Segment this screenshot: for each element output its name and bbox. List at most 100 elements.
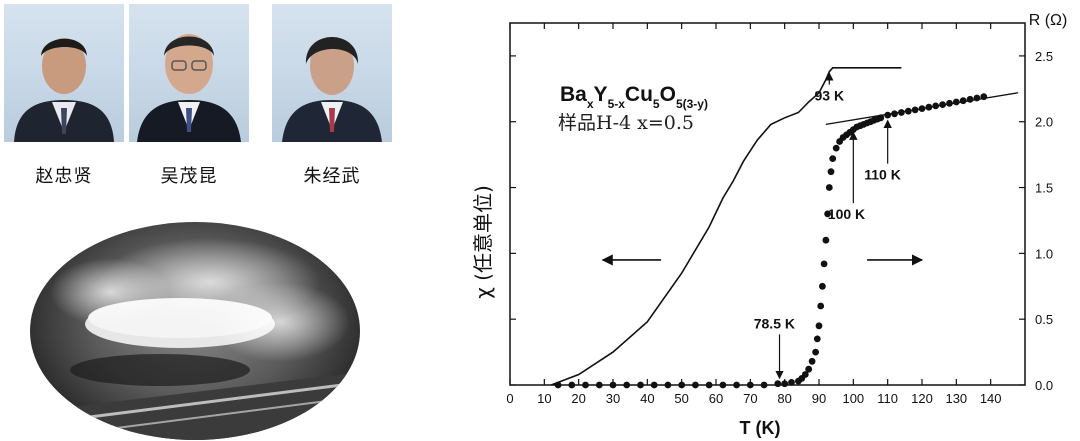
y-axis-right-label: R (Ω) [1029, 12, 1068, 29]
resistance-point [595, 381, 603, 389]
x-tick-label: 20 [571, 391, 585, 406]
annotation-label: 110 K [864, 167, 901, 183]
resistance-point [952, 98, 960, 106]
x-tick-label: 70 [743, 391, 757, 406]
x-tick-label: 0 [506, 391, 513, 406]
resistance-point [678, 381, 686, 389]
resistance-point [904, 107, 912, 115]
resistance-point [805, 365, 813, 373]
y-tick-label: 0.5 [1035, 312, 1053, 327]
resistance-point [623, 381, 631, 389]
resistance-point [966, 95, 974, 103]
resistance-point [788, 379, 795, 386]
x-tick-label: 120 [911, 391, 933, 406]
resistance-point [801, 371, 809, 378]
resistance-point [808, 357, 816, 365]
resistance-point [554, 381, 562, 389]
name-chu: 朱经武 [303, 166, 361, 187]
resistance-point [829, 155, 837, 163]
levitation-photo [30, 222, 360, 440]
resistance-point [877, 114, 885, 122]
formula-subscript-ba: x [587, 97, 594, 111]
chart: 0 10 20 30 40 50 60 70 80 90 100 110 120 130 140 0.0 0.… [471, 12, 1068, 438]
resistance-point [884, 111, 892, 119]
resistance-point [692, 381, 699, 389]
name-wu: 吴茂昆 [160, 166, 218, 187]
resistance-point [932, 102, 940, 110]
resistance-point [832, 144, 840, 152]
resistance-point [637, 381, 644, 389]
resistance-point [813, 335, 821, 343]
resistance-point [760, 381, 768, 389]
annotation-label: 100 K [828, 206, 865, 222]
resistance-point [959, 97, 967, 105]
resistance-point [925, 103, 933, 111]
resistance-point [980, 93, 988, 101]
resistance-point [820, 260, 828, 268]
resistance-point [946, 99, 953, 107]
resistance-point [568, 381, 576, 389]
x-tick-label: 140 [980, 391, 1002, 406]
portrait-chu [272, 4, 392, 142]
resistance-point [733, 381, 740, 389]
resistance-point [825, 184, 833, 191]
x-tick-label: 130 [945, 391, 967, 406]
portrait-photo-icon [14, 38, 114, 142]
annotation-label: 78.5 K [754, 315, 795, 331]
resistance-point [817, 302, 825, 310]
resistance-point [819, 282, 826, 290]
resistance-point [582, 381, 589, 389]
x-tick-label: 40 [640, 391, 654, 406]
susceptibility-curve [550, 67, 902, 386]
y-tick-label: 1.5 [1035, 181, 1053, 196]
resistance-point [822, 236, 830, 244]
y-tick-label: 2.5 [1035, 49, 1053, 64]
x-tick-label: 80 [777, 391, 791, 406]
formula-element-o: O [660, 83, 676, 106]
name-zhao: 赵忠贤 [35, 166, 93, 187]
resistance-point [939, 101, 946, 108]
resistance-point [812, 348, 819, 356]
resistance-point [609, 381, 617, 389]
formula-element-cu: Cu [625, 83, 653, 106]
resistance-point [746, 381, 754, 389]
x-tick-label: 110 [877, 391, 898, 406]
resistance-point [911, 106, 919, 114]
resistance-point [781, 380, 789, 388]
portrait-wu [129, 4, 249, 142]
formula-subscript-o: 5(3-y) [676, 97, 708, 111]
resistance-point [664, 381, 672, 389]
resistance-point [827, 168, 835, 176]
resistance-point [815, 322, 823, 330]
formula-element-ba: Ba [560, 83, 587, 106]
portrait-photo-icon [282, 37, 382, 142]
resistance-point [973, 94, 981, 102]
x-tick-label: 10 [537, 391, 551, 406]
portrait-zhao [4, 4, 124, 142]
formula-subscript-y: 5-x [608, 97, 626, 111]
resistance-point [824, 210, 831, 218]
y-axis-left-label: χ (任意单位) [471, 185, 495, 299]
resistance-point [918, 105, 926, 112]
resistance-point [898, 109, 905, 116]
formula-element-y: Y [594, 83, 608, 106]
resistance-point [705, 381, 713, 389]
x-tick-label: 60 [709, 391, 723, 406]
resistance-point [774, 380, 782, 388]
sample-label: 样品H-4 x=0.5 [558, 112, 694, 134]
x-tick-label: 30 [606, 391, 620, 406]
compound-formula: BaxY5-xCu5O5(3-y) [560, 83, 708, 111]
y-tick-label: 1.0 [1035, 246, 1053, 261]
x-tick-label: 100 [842, 391, 864, 406]
y-tick-label: 2.0 [1035, 115, 1053, 130]
x-tick-label: 50 [674, 391, 688, 406]
x-axis-label: T (K) [740, 418, 781, 438]
formula-subscript-cu: 5 [653, 97, 660, 111]
magnetic-levitation-photo-icon [30, 238, 360, 440]
resistance-point [891, 110, 898, 118]
resistance-point [719, 381, 727, 389]
annotation-label: 93 K [815, 88, 845, 104]
x-tick-label: 90 [812, 391, 826, 406]
y-tick-label: 0.0 [1035, 378, 1053, 393]
portrait-photo-icon [137, 34, 241, 142]
